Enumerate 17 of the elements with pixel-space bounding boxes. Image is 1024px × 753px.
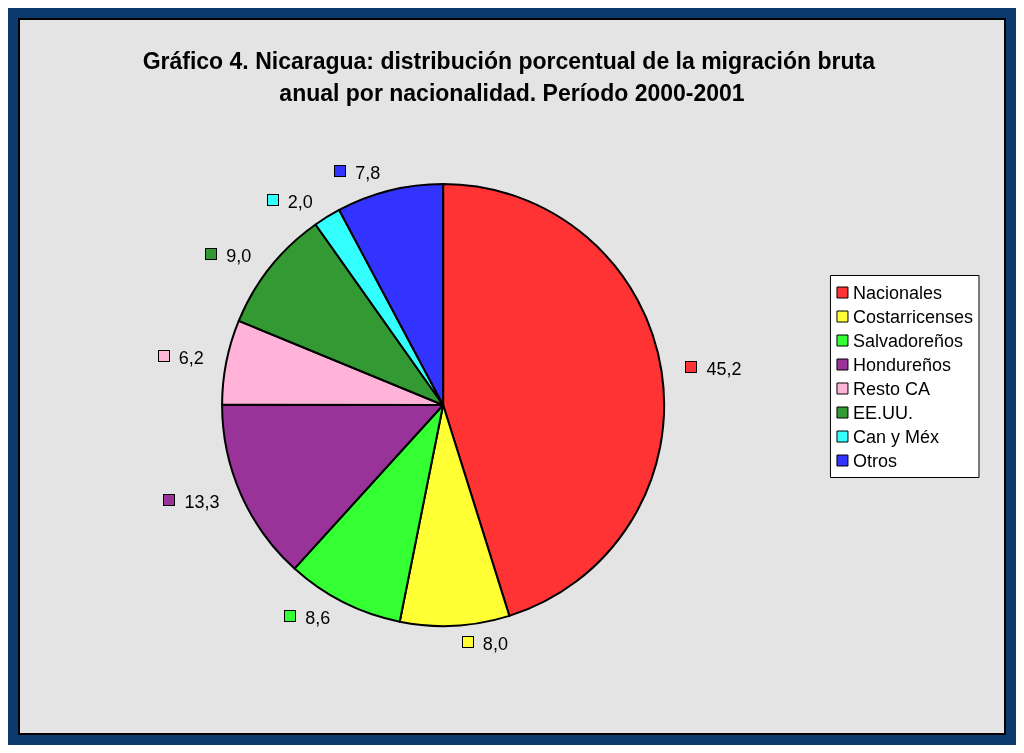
data-label: 9,0	[226, 245, 252, 266]
data-label: 2,0	[287, 191, 313, 212]
data-label: 13,3	[184, 491, 220, 512]
data-label: 7,8	[355, 163, 381, 184]
chart-title: Gráfico 4. Nicaragua: distribución porcentual de la migración bruta anual por nacionalidad. Período 2000-2001	[142, 48, 882, 106]
legend-label: Salvadoreños	[852, 330, 964, 351]
data-label: 8,0	[482, 633, 508, 654]
legend-label: Resto CA	[852, 378, 930, 399]
legend-label: Otros	[852, 450, 897, 471]
legend-label: Nacionales	[852, 282, 943, 303]
legend-label: EE.UU.	[852, 402, 913, 423]
data-label: 45,2	[706, 358, 742, 379]
legend-label: Costarricenses	[852, 306, 974, 327]
legend-label: Hondureños	[852, 354, 952, 375]
data-label: 6,2	[178, 348, 204, 369]
data-label: 8,6	[305, 608, 331, 629]
legend-label: Can y Méx	[852, 426, 939, 447]
